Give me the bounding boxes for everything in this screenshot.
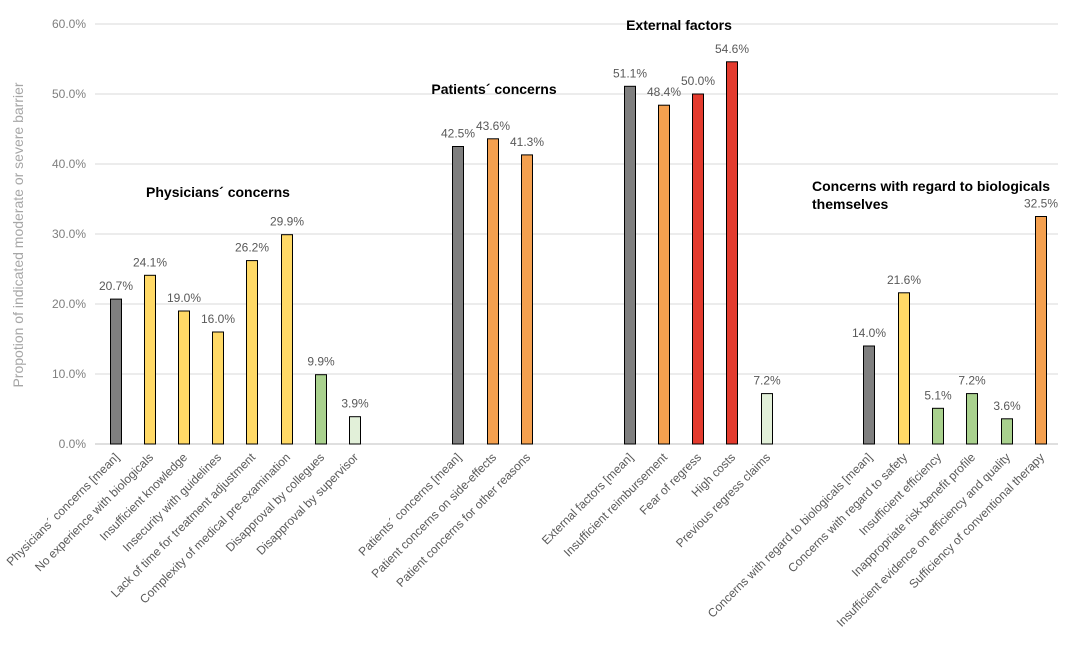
data-label: 19.0% xyxy=(167,291,201,305)
gridlines xyxy=(95,23,1058,445)
data-label: 51.1% xyxy=(613,66,647,80)
data-label: 41.3% xyxy=(510,135,544,149)
bar xyxy=(624,85,636,445)
data-label: 9.9% xyxy=(307,355,335,369)
bar xyxy=(898,292,910,445)
bar xyxy=(761,393,773,445)
group-label: Concerns with regard to biologicals xyxy=(812,178,1050,194)
data-label: 42.5% xyxy=(441,127,475,141)
bar xyxy=(281,234,293,445)
bar xyxy=(932,407,944,445)
data-label: 54.6% xyxy=(715,42,749,56)
bars xyxy=(110,61,1047,445)
y-tick-label: 60.0% xyxy=(52,17,86,31)
data-label: 32.5% xyxy=(1024,197,1058,211)
group-labels: Physicians´ concerns Patients´ concerns Ex… xyxy=(146,17,1050,212)
bar xyxy=(863,345,875,445)
data-label: 26.2% xyxy=(235,241,269,255)
y-tick-label: 40.0% xyxy=(52,157,86,171)
data-label: 14.0% xyxy=(852,326,886,340)
data-label: 7.2% xyxy=(958,374,986,388)
bar xyxy=(246,260,258,445)
data-label: 5.1% xyxy=(924,388,952,402)
bar xyxy=(1001,418,1013,445)
data-label: 21.6% xyxy=(887,273,921,287)
data-label: 3.9% xyxy=(341,397,369,411)
group-label: Patients´ concerns xyxy=(431,81,556,97)
bar xyxy=(178,310,190,445)
data-label: 7.2% xyxy=(753,374,781,388)
bar xyxy=(487,138,499,445)
data-label: 3.6% xyxy=(993,399,1021,413)
group-label: themselves xyxy=(812,196,888,212)
bar xyxy=(521,154,533,445)
y-tick-label: 50.0% xyxy=(52,87,86,101)
x-tick-label: Concerns with regard to biologicals [mea… xyxy=(705,450,875,620)
y-tick-label: 20.0% xyxy=(52,297,86,311)
data-label: 50.0% xyxy=(681,74,715,88)
bar xyxy=(315,374,327,445)
x-tick-label: Patient concerns for other reasons xyxy=(394,450,534,590)
y-tick-label: 0.0% xyxy=(59,437,87,451)
x-axis-ticks: Physicians´ concerns [mean]No experience… xyxy=(4,450,1047,630)
bar xyxy=(144,274,156,445)
group-label: Physicians´ concerns xyxy=(146,184,290,200)
data-label: 43.6% xyxy=(476,119,510,133)
y-axis-ticks: 0.0% 10.0% 20.0% 30.0% 40.0% 50.0% 60.0% xyxy=(52,17,86,451)
bar xyxy=(1035,216,1047,445)
data-label: 48.4% xyxy=(647,85,681,99)
bar xyxy=(349,416,361,445)
y-tick-label: 30.0% xyxy=(52,227,86,241)
y-tick-label: 10.0% xyxy=(52,367,86,381)
data-labels: 20.7%24.1% 19.0%16.0% 26.2%29.9% 9.9% 3.9% 42… xyxy=(99,42,1058,413)
bar xyxy=(692,93,704,445)
bar xyxy=(110,298,122,445)
bar xyxy=(658,104,670,445)
data-label: 16.0% xyxy=(201,312,235,326)
y-axis-label: Propotion of indicated moderate or sever… xyxy=(10,82,26,387)
bar xyxy=(966,393,978,445)
data-label: 20.7% xyxy=(99,279,133,293)
x-tick-label: Inappropriate risk-benefit profile xyxy=(849,450,978,579)
group-label: External factors xyxy=(626,17,732,33)
bar xyxy=(212,331,224,445)
data-label: 29.9% xyxy=(270,215,304,229)
bar xyxy=(452,146,464,445)
bar xyxy=(726,61,738,445)
data-label: 24.1% xyxy=(133,255,167,269)
